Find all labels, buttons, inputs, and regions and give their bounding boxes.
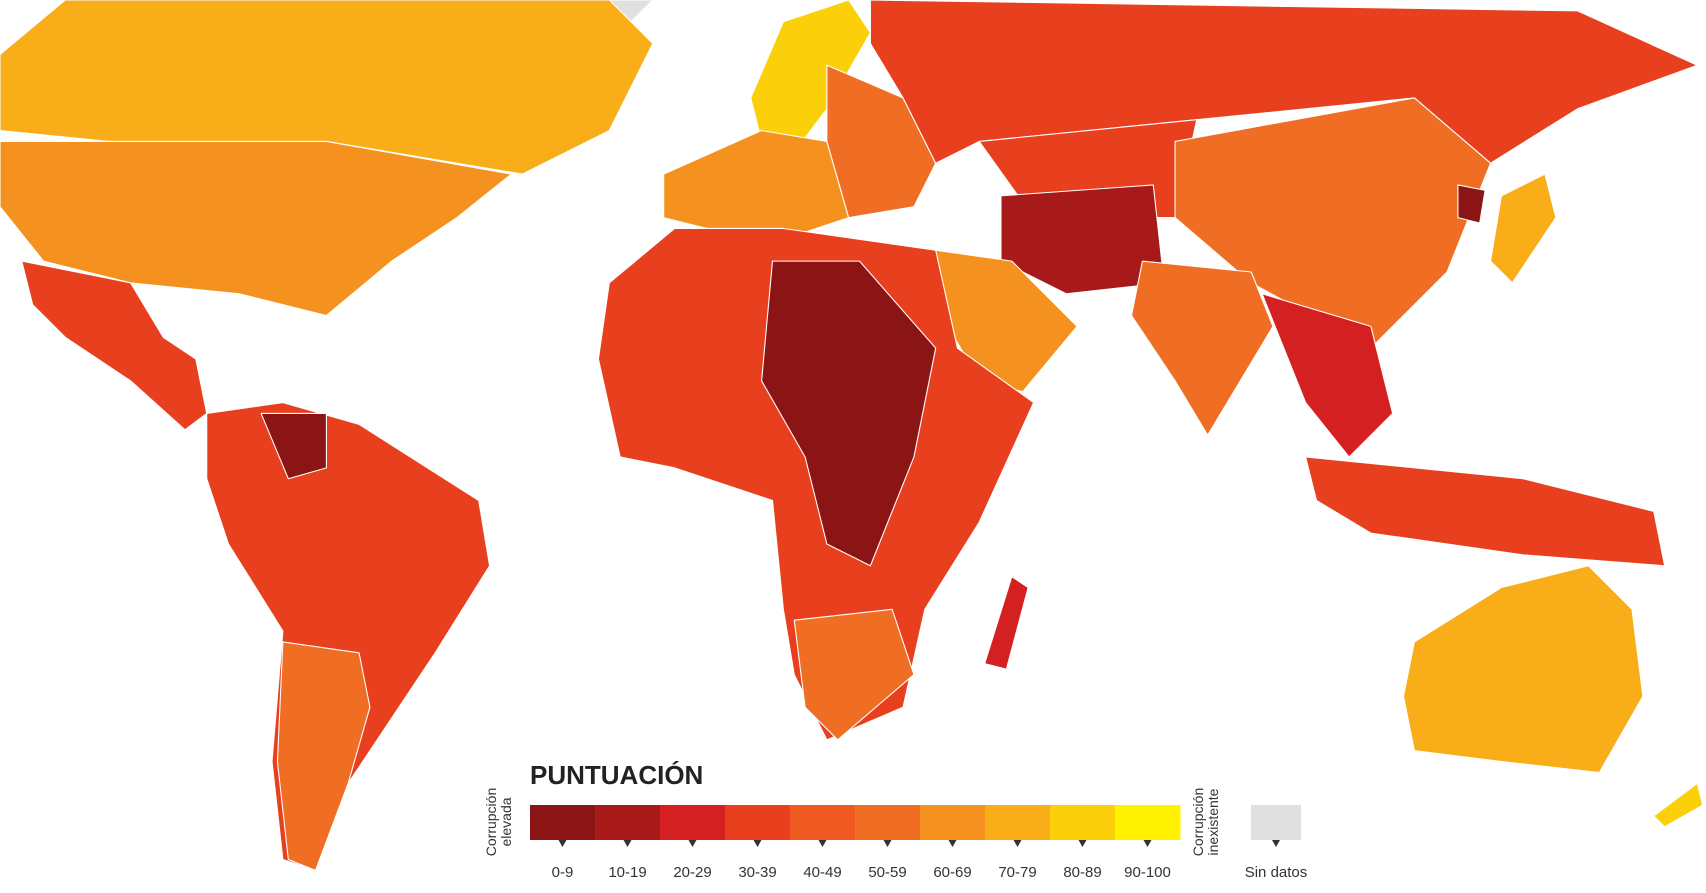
legend-tick <box>1143 840 1152 847</box>
japan <box>1490 173 1557 284</box>
russia <box>869 0 1698 164</box>
venezuela <box>260 412 327 480</box>
legend-side-label: inexistente <box>1205 788 1221 855</box>
india <box>1130 260 1274 436</box>
legend-swatch <box>530 805 596 840</box>
legend-range-label: 30-39 <box>738 864 776 881</box>
legend-range-label: 10-19 <box>608 864 646 881</box>
legend-swatch <box>660 805 726 840</box>
legend-range-label: 0-9 <box>552 864 574 881</box>
legend-tick <box>883 840 892 847</box>
legend-swatch <box>1115 805 1181 840</box>
legend-side-label: elevada <box>498 797 514 846</box>
central-america <box>21 260 208 431</box>
legend-range-label: 40-49 <box>803 864 841 881</box>
legend-tick <box>688 840 697 847</box>
legend-range-label: 60-69 <box>933 864 971 881</box>
south-america <box>206 402 491 871</box>
legend-side-label: Corrupción <box>1190 788 1206 856</box>
iran-afghanistan <box>1000 184 1165 295</box>
legend-swatch <box>790 805 856 840</box>
legend-swatch <box>725 805 791 840</box>
central-africa <box>761 260 937 567</box>
madagascar <box>984 576 1029 670</box>
canada <box>0 0 654 175</box>
legend-swatch <box>1050 805 1116 840</box>
indonesia <box>1305 456 1666 567</box>
legend-tick <box>818 840 827 847</box>
legend-range-label: 90-100 <box>1124 864 1171 881</box>
new-zealand <box>1653 782 1704 828</box>
legend-tick <box>1272 840 1280 847</box>
no-data-swatch <box>1251 805 1301 840</box>
legend-tick <box>1078 840 1087 847</box>
north-korea <box>1457 184 1486 224</box>
no-data-label: Sin datos <box>1245 864 1308 881</box>
legend-swatch <box>920 805 986 840</box>
southern-africa <box>793 608 915 741</box>
legend-range-label: 20-29 <box>673 864 711 881</box>
china <box>1174 97 1492 349</box>
legend-tick <box>753 840 762 847</box>
usa <box>0 140 512 317</box>
australia <box>1402 565 1644 774</box>
legend-swatch <box>855 805 921 840</box>
legend-tick <box>558 840 567 847</box>
legend-range-label: 70-79 <box>998 864 1036 881</box>
world-map <box>0 0 1704 871</box>
legend-swatch <box>985 805 1051 840</box>
legend-range-label: 80-89 <box>1063 864 1101 881</box>
legend-tick <box>623 840 632 847</box>
legend-title: PUNTUACIÓN <box>530 760 703 790</box>
legend-swatch <box>595 805 661 840</box>
argentina <box>276 641 371 871</box>
legend-tick <box>948 840 957 847</box>
legend-side-label: Corrupción <box>483 788 499 856</box>
southeast-asia <box>1261 293 1394 458</box>
legend-tick <box>1013 840 1022 847</box>
legend: PUNTUACIÓN 0-9 10-19 20-29 30-39 40-49 50-59 6… <box>483 760 1307 881</box>
western-europe <box>663 130 850 240</box>
legend-range-label: 50-59 <box>868 864 906 881</box>
